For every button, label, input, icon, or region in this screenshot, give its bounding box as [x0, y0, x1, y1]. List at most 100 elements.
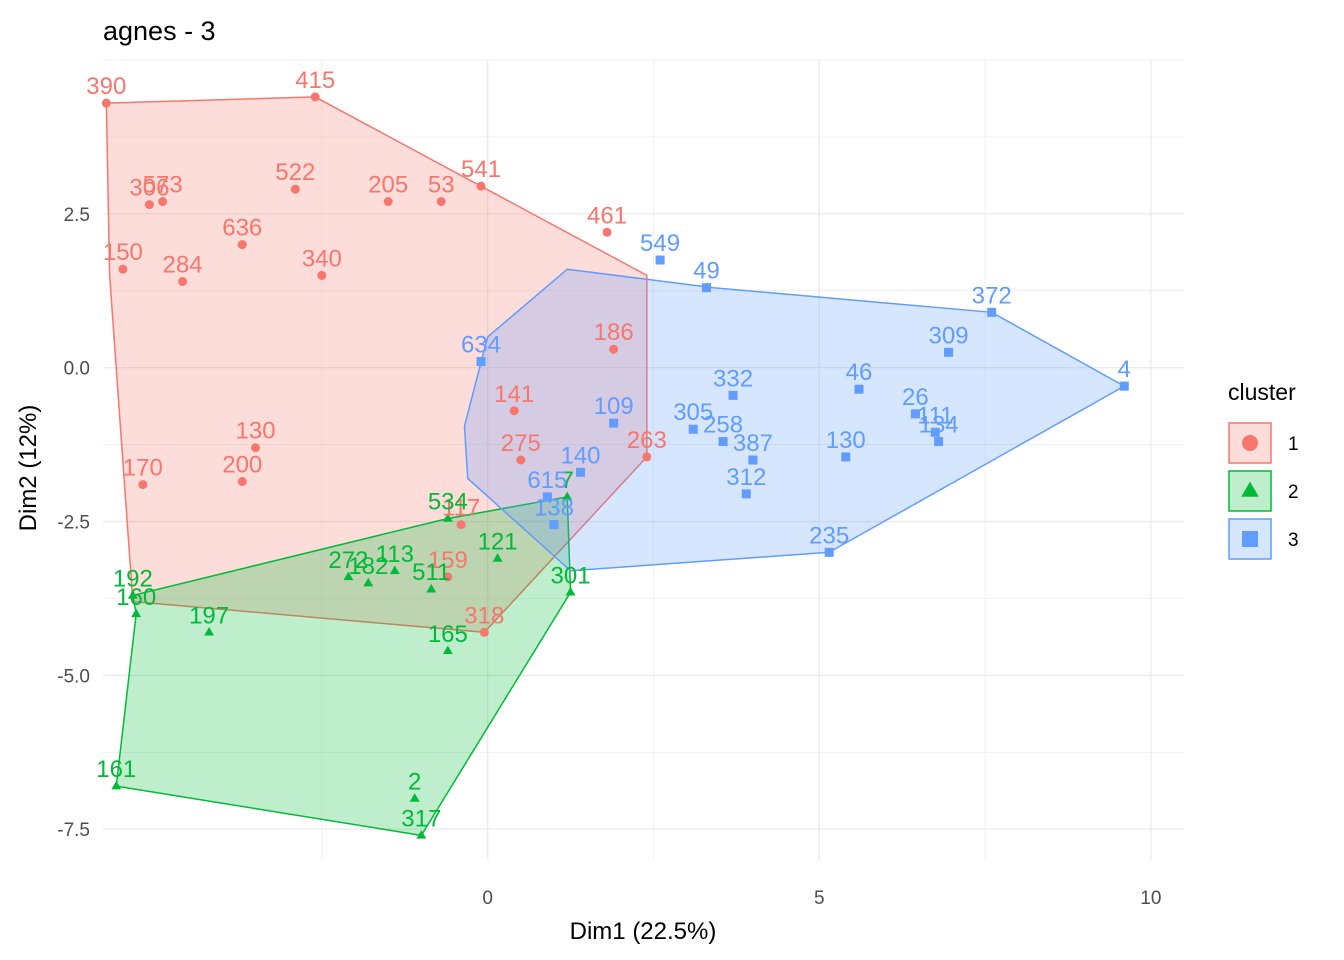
y-tick-label: -7.5: [57, 820, 90, 841]
data-point: [101, 98, 111, 108]
point-label: 305: [673, 399, 713, 426]
point-label: 511: [412, 559, 450, 586]
data-point: [389, 565, 400, 575]
x-axis-title: Dim1 (22.5%): [570, 918, 717, 945]
chart-title: agnes - 3: [103, 16, 216, 46]
point-label: 317: [401, 805, 441, 832]
point-label: 636: [222, 215, 262, 242]
data-point: [910, 409, 920, 419]
point-label: 49: [693, 258, 720, 285]
point-label: 141: [494, 381, 534, 408]
data-point: [930, 427, 940, 437]
data-point: [416, 830, 427, 839]
point-label: 192: [113, 565, 153, 592]
legend-label-2: 2: [1288, 482, 1299, 503]
x-tick-label: 10: [1140, 888, 1161, 909]
x-tick-label: 0: [482, 888, 493, 909]
data-point: [237, 240, 247, 250]
x-axis-ticks: 0 5 10: [482, 888, 1161, 909]
data-point: [158, 197, 168, 207]
data-point: [934, 437, 944, 447]
y-tick-label: 0.0: [64, 359, 90, 380]
cluster-hull-3: [463, 268, 1126, 572]
data-point: [718, 437, 728, 447]
data-point: [609, 418, 619, 428]
data-point: [841, 452, 851, 462]
point-label: 263: [627, 427, 667, 454]
point-label: 284: [163, 252, 203, 279]
point-label: 306: [129, 175, 169, 202]
data-point: [442, 645, 453, 655]
point-label: 53: [428, 172, 455, 199]
data-point: [509, 406, 519, 416]
point-label: 235: [809, 522, 849, 549]
point-label: 26: [902, 384, 929, 411]
point-label: 415: [295, 67, 335, 94]
point-label: 390: [86, 73, 126, 100]
data-point: [409, 793, 420, 802]
cluster-hulls: [105, 96, 1126, 837]
point-label: 121: [478, 528, 518, 555]
data-point: [251, 443, 261, 453]
point-label: 615: [527, 467, 567, 494]
data-point: [178, 277, 188, 287]
point-label: 109: [594, 393, 634, 420]
data-point: [343, 571, 354, 581]
data-point: [204, 627, 215, 636]
data-point: [854, 384, 864, 394]
point-label: 7: [561, 467, 574, 494]
data-point: [1119, 381, 1129, 391]
data-point: [549, 520, 559, 530]
point-label: 318: [464, 602, 504, 629]
grid-lines: [103, 59, 1184, 860]
data-point: [476, 357, 486, 367]
data-point: [456, 520, 466, 530]
point-label: 301: [551, 562, 591, 589]
point-label: 258: [703, 412, 743, 439]
point-label: 159: [428, 547, 468, 574]
data-point: [118, 264, 128, 274]
point-label: 573: [143, 172, 183, 199]
data-point: [575, 467, 585, 477]
data-point: [542, 492, 552, 502]
data-point: [317, 270, 327, 280]
point-label: 387: [733, 430, 773, 457]
data-point: [642, 452, 652, 462]
legend-title: cluster: [1228, 379, 1296, 405]
data-point: [383, 197, 393, 207]
data-point: [609, 344, 619, 354]
y-tick-label: 2.5: [64, 205, 90, 226]
point-label: 170: [123, 455, 163, 482]
point-label: 160: [116, 584, 156, 611]
point-label: 634: [461, 332, 501, 359]
data-point: [127, 590, 138, 599]
point-label: 111: [917, 402, 953, 429]
data-point: [824, 547, 834, 557]
point-label: 541: [461, 156, 501, 183]
data-point: [741, 489, 751, 499]
data-point: [655, 255, 665, 265]
data-point: [363, 577, 374, 587]
data-points: [101, 92, 1129, 839]
point-label: 150: [103, 239, 143, 266]
data-point: [944, 347, 954, 357]
point-label: 461: [587, 202, 627, 229]
data-point: [442, 513, 453, 522]
point-label: 140: [560, 442, 600, 469]
point-label: 2: [408, 768, 421, 795]
data-point: [426, 583, 437, 593]
data-point: [602, 227, 612, 237]
data-point: [702, 283, 712, 293]
data-point: [476, 181, 486, 191]
point-label: 549: [640, 230, 680, 257]
y-axis-title: Dim2 (12%): [15, 405, 42, 532]
point-label: 117: [442, 495, 480, 522]
legend-label-1: 1: [1288, 434, 1299, 455]
point-label: 130: [236, 418, 276, 445]
point-label: 275: [501, 430, 541, 457]
data-point: [111, 780, 122, 790]
data-point: [688, 424, 698, 434]
